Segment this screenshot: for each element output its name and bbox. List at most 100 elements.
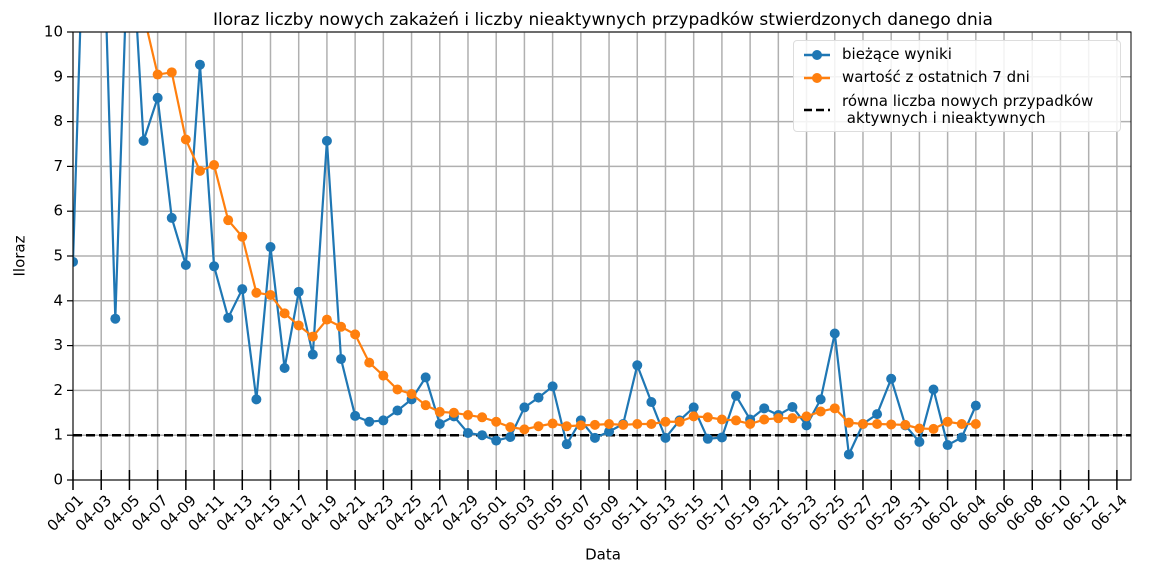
point <box>956 419 967 429</box>
point <box>152 92 163 103</box>
point <box>491 416 502 427</box>
point <box>194 59 205 70</box>
chart-title: Iloraz liczby nowych zakażeń i liczby ni… <box>213 10 993 30</box>
point <box>942 416 953 427</box>
point <box>420 372 431 383</box>
point <box>364 416 375 427</box>
point <box>223 312 234 323</box>
x-axis-label: Data <box>585 546 621 564</box>
point <box>209 160 220 171</box>
point <box>956 432 967 443</box>
point <box>378 370 389 381</box>
point <box>589 432 600 443</box>
point <box>321 135 332 146</box>
point <box>505 422 516 433</box>
legend-label: bieżące wyniki <box>842 45 952 63</box>
point <box>138 135 149 146</box>
point <box>660 432 671 443</box>
point <box>900 419 911 430</box>
point <box>336 321 347 332</box>
legend-label: wartość z ostatnich 7 dni <box>842 68 1030 86</box>
point <box>773 413 784 424</box>
point <box>886 419 897 430</box>
point <box>618 419 629 430</box>
point <box>420 400 431 411</box>
point <box>505 431 516 442</box>
point <box>731 390 742 401</box>
point <box>166 212 177 223</box>
point <box>843 449 854 460</box>
legend-label: równa liczba nowych przypadków aktywnych… <box>842 92 1094 127</box>
point <box>251 394 262 405</box>
point <box>139 9 149 19</box>
y-tick-label: 7 <box>53 157 63 175</box>
legend: bieżące wyniki wartość z ostatnich 7 dni r… <box>793 40 1121 132</box>
point <box>604 426 615 437</box>
point <box>448 407 459 418</box>
point <box>575 420 586 431</box>
legend-swatch <box>804 50 830 60</box>
point <box>73 256 78 267</box>
point <box>477 430 488 441</box>
point <box>688 402 699 413</box>
point <box>434 419 445 429</box>
y-tick-label: 1 <box>53 426 63 444</box>
point <box>688 411 699 422</box>
point <box>237 231 248 242</box>
point <box>829 403 840 414</box>
point <box>251 287 262 298</box>
y-tick-label: 6 <box>53 202 63 220</box>
point <box>702 412 713 423</box>
point <box>477 412 488 423</box>
point <box>307 331 318 342</box>
point <box>872 409 883 420</box>
legend-swatch <box>804 108 830 112</box>
point <box>829 328 840 339</box>
point <box>759 403 770 414</box>
point <box>364 357 375 368</box>
y-tick-label: 10 <box>44 23 63 41</box>
point <box>970 419 981 429</box>
point <box>787 413 798 424</box>
point <box>716 432 727 443</box>
point <box>350 329 361 340</box>
y-tick-label: 0 <box>53 471 63 489</box>
y-tick-label: 5 <box>53 247 63 265</box>
point <box>519 424 530 435</box>
y-tick-label: 4 <box>53 291 63 309</box>
point <box>674 416 685 427</box>
point <box>886 373 897 384</box>
point <box>265 289 276 300</box>
point <box>914 436 925 447</box>
point <box>632 419 643 429</box>
plot-frame <box>72 31 1132 481</box>
point <box>533 392 544 403</box>
point <box>434 406 445 417</box>
point <box>843 417 854 428</box>
legend-swatch <box>804 73 830 83</box>
point <box>801 411 812 422</box>
point <box>350 410 361 421</box>
point <box>307 349 318 360</box>
point <box>632 360 643 371</box>
point <box>787 401 798 412</box>
point <box>378 415 389 426</box>
point <box>928 423 939 434</box>
point <box>646 419 657 429</box>
point <box>589 419 600 430</box>
point <box>152 69 163 80</box>
point <box>462 427 473 438</box>
point <box>815 394 826 405</box>
point <box>660 416 671 427</box>
point <box>491 435 502 446</box>
point <box>166 67 177 78</box>
point <box>561 421 572 432</box>
point <box>279 308 290 319</box>
point <box>942 440 953 451</box>
point <box>646 397 657 408</box>
point <box>392 405 403 416</box>
point <box>561 439 572 450</box>
point <box>604 419 615 429</box>
y-tick-label: 8 <box>53 112 63 130</box>
